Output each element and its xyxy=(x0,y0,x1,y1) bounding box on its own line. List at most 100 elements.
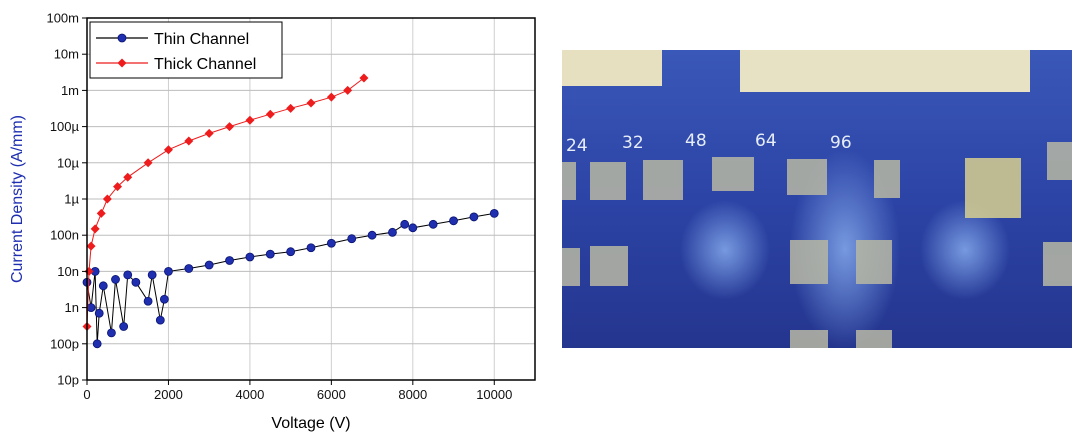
marker xyxy=(326,92,336,102)
x-tick-label: 8000 xyxy=(398,387,427,402)
photo-label: 64 xyxy=(755,131,777,151)
marker xyxy=(286,247,296,257)
marker xyxy=(428,219,438,229)
pad xyxy=(874,160,900,198)
marker xyxy=(96,208,106,218)
y-tick-label: 1m xyxy=(61,83,79,98)
marker xyxy=(119,322,129,331)
marker xyxy=(306,98,316,108)
pad xyxy=(562,162,576,200)
pad xyxy=(856,330,892,348)
pad xyxy=(787,159,827,195)
y-tick-label: 100p xyxy=(50,336,79,351)
marker xyxy=(159,294,169,304)
series-0 xyxy=(82,209,499,349)
marker xyxy=(469,212,479,222)
marker xyxy=(367,230,377,240)
photo-label: 96 xyxy=(830,133,852,153)
pad xyxy=(643,160,683,200)
photo-label: 24 xyxy=(566,136,588,156)
marker xyxy=(359,73,369,83)
marker xyxy=(388,227,397,237)
marker xyxy=(449,216,458,226)
marker xyxy=(265,109,275,119)
legend: Thin Channel Thick Channel xyxy=(89,21,283,79)
marker xyxy=(92,339,102,349)
pad xyxy=(562,248,580,286)
x-axis-title: Voltage (V) xyxy=(271,415,350,432)
marker xyxy=(113,182,123,192)
marker xyxy=(489,209,499,218)
legend-box xyxy=(89,21,283,79)
legend-label: Thin Channel xyxy=(154,31,249,48)
y-tick-label: 10p xyxy=(57,373,79,388)
pad xyxy=(1047,142,1072,180)
photo-label: 48 xyxy=(685,131,707,151)
pad xyxy=(590,162,626,200)
chart: 0 2000 4000 6000 8000 10000 10p 100p 1n 10n 100n 1µ… xyxy=(9,11,536,432)
marker xyxy=(225,256,234,265)
marker xyxy=(204,260,214,270)
marker xyxy=(245,252,255,262)
marker xyxy=(147,270,157,280)
marker xyxy=(408,223,418,233)
marker xyxy=(326,238,336,248)
pad xyxy=(590,246,628,286)
marker xyxy=(184,136,194,146)
marker xyxy=(155,315,165,325)
x-tick-label: 10000 xyxy=(476,387,512,402)
y-tick-label: 10n xyxy=(57,264,79,279)
marker xyxy=(123,172,133,182)
marker xyxy=(286,103,296,113)
pad xyxy=(562,50,662,86)
photo-label: 32 xyxy=(622,133,644,153)
marker xyxy=(265,249,275,259)
marker xyxy=(102,194,112,204)
y-tick-label: 100m xyxy=(46,11,79,26)
x-tick-label: 2000 xyxy=(154,387,183,402)
marker xyxy=(343,85,353,95)
marker xyxy=(143,296,153,306)
marker xyxy=(123,270,133,280)
pad xyxy=(1043,242,1072,286)
marker xyxy=(184,264,194,273)
marker xyxy=(245,115,255,125)
marker xyxy=(163,145,173,155)
ticks: 0 2000 4000 6000 8000 10000 10p 100p 1n 10n 100n 1µ… xyxy=(46,11,512,403)
x-tick-label: 0 xyxy=(83,387,90,402)
y-tick-label: 1µ xyxy=(64,192,79,207)
y-tick-label: 100n xyxy=(50,228,79,243)
marker xyxy=(143,158,153,168)
x-tick-label: 6000 xyxy=(317,387,346,402)
marker xyxy=(107,328,116,338)
x-tick-label: 4000 xyxy=(235,387,264,402)
y-tick-label: 1n xyxy=(65,300,79,315)
marker xyxy=(225,122,235,132)
marker xyxy=(164,266,173,276)
marker xyxy=(111,275,120,284)
pad xyxy=(856,240,892,284)
marker xyxy=(90,224,100,234)
marker xyxy=(347,234,357,244)
marker xyxy=(131,277,141,287)
marker xyxy=(117,58,127,68)
marker xyxy=(306,243,316,253)
marker xyxy=(98,281,108,291)
pad xyxy=(790,330,828,348)
photo: 24 32 48 64 96 xyxy=(562,50,1072,348)
marker xyxy=(94,308,104,318)
pad xyxy=(712,157,754,191)
marker xyxy=(204,128,214,138)
pad xyxy=(965,158,1021,218)
glow xyxy=(680,200,770,300)
marker xyxy=(117,33,127,43)
marker xyxy=(400,219,410,229)
pad xyxy=(790,240,828,284)
pads xyxy=(562,142,1072,348)
y-tick-label: 10m xyxy=(54,47,79,62)
y-axis-title: Current Density (A/mm) xyxy=(9,115,26,283)
marker xyxy=(86,241,96,251)
y-tick-label: 10µ xyxy=(57,155,79,170)
